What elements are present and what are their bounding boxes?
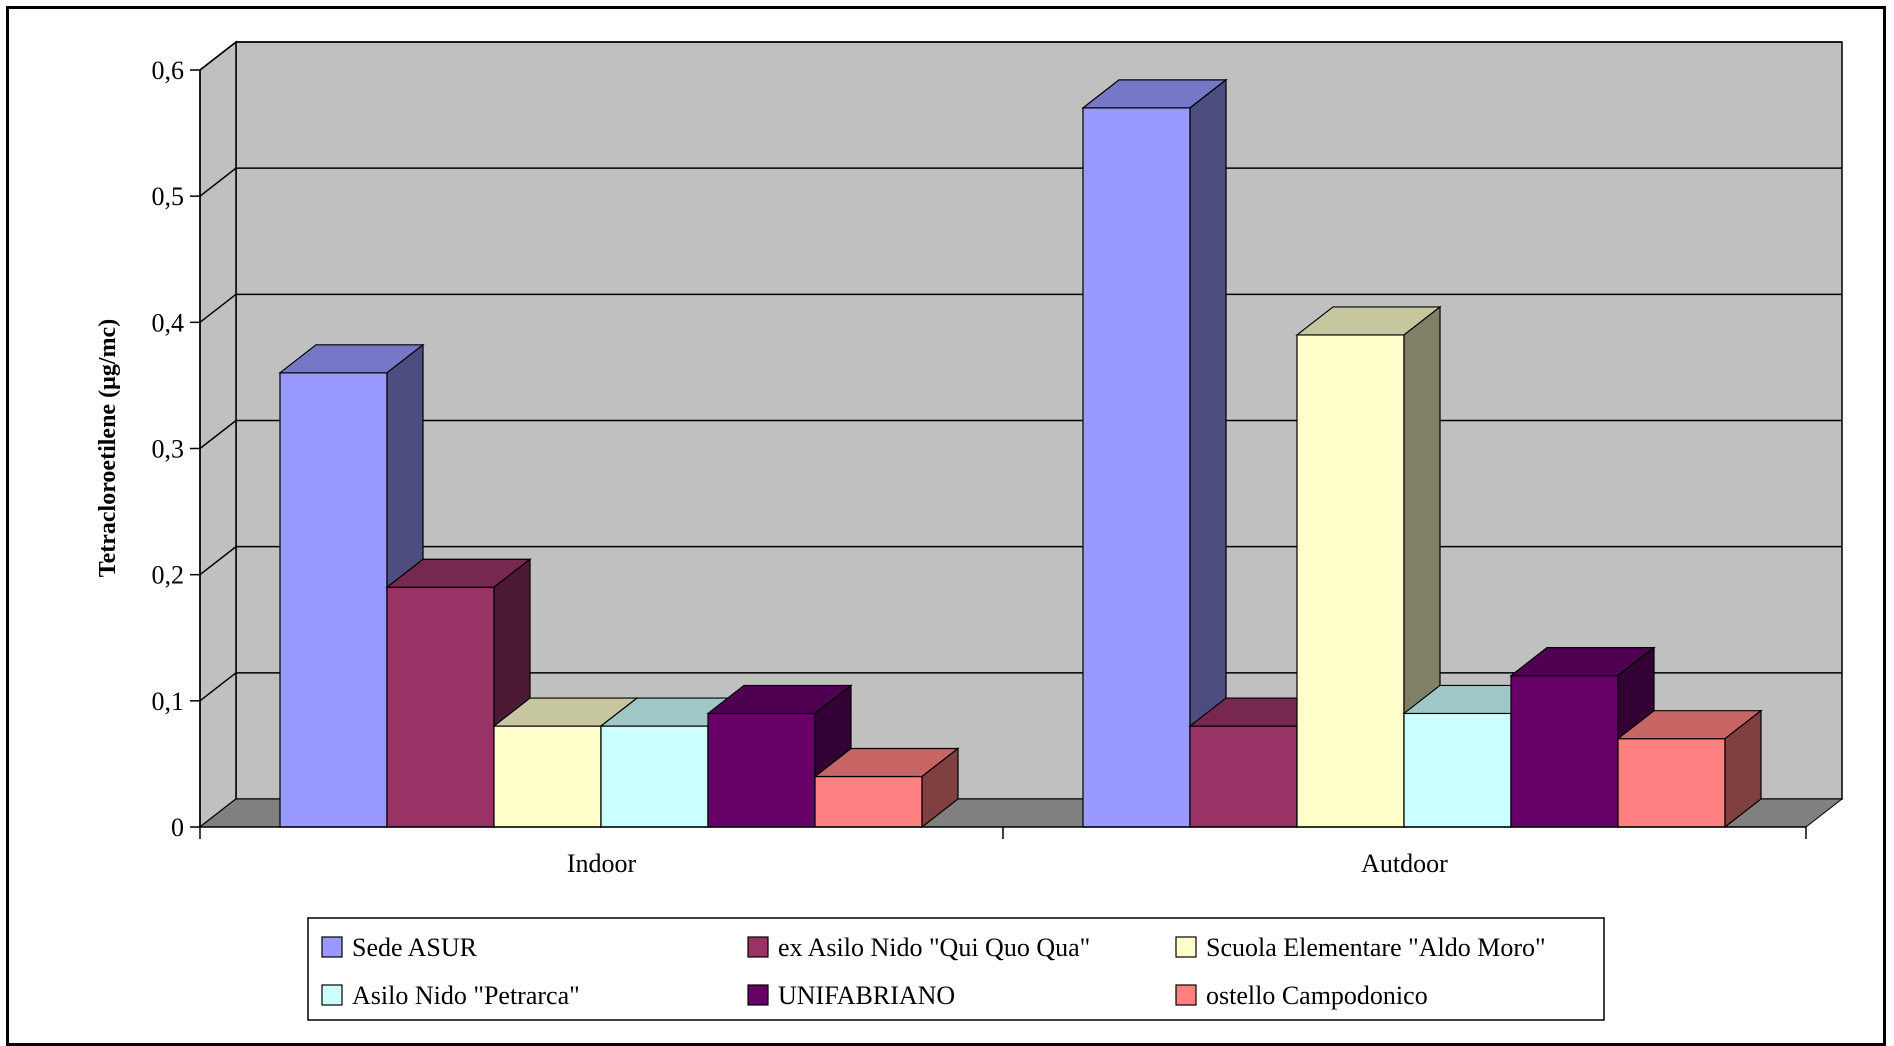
y-tick-label: 0,5 bbox=[152, 182, 185, 211]
bar-front bbox=[1617, 738, 1726, 828]
legend-item: ostello Campodonico bbox=[1206, 981, 1428, 1010]
y-tick-label: 0,3 bbox=[152, 435, 185, 464]
y-tick-label: 0,6 bbox=[152, 56, 185, 85]
bar-front bbox=[493, 725, 602, 828]
bar-front bbox=[600, 725, 709, 828]
y-tick-label: 0,4 bbox=[152, 308, 185, 337]
gridline bbox=[199, 293, 1842, 323]
bar-front bbox=[279, 372, 388, 828]
bar bbox=[706, 684, 853, 829]
bar-front bbox=[1403, 712, 1512, 828]
bar-side bbox=[921, 747, 959, 829]
legend: Sede ASUR ex Asilo Nido "Qui Quo Qua" Scuo… bbox=[307, 917, 1605, 1021]
y-axis-label: Tetracloroetilene (µg/mc) bbox=[95, 319, 121, 577]
bar-front bbox=[707, 712, 816, 828]
x-tick-label: Autdoor bbox=[1361, 849, 1448, 878]
x-tick-label: Indoor bbox=[567, 849, 637, 878]
legend-box bbox=[307, 917, 1605, 1021]
legend-swatch bbox=[321, 984, 343, 1006]
axes bbox=[190, 69, 1807, 839]
bar bbox=[1081, 78, 1228, 829]
bar-front bbox=[1189, 725, 1298, 828]
y-tick-label: 0,1 bbox=[152, 687, 185, 716]
legend-swatch bbox=[747, 936, 769, 958]
legend-item: ex Asilo Nido "Qui Quo Qua" bbox=[778, 933, 1090, 962]
legend-swatch bbox=[1175, 984, 1197, 1006]
y-tick-label: 0 bbox=[171, 813, 184, 842]
legend-item: Asilo Nido "Petrarca" bbox=[352, 981, 580, 1010]
legend-item: UNIFABRIANO bbox=[778, 981, 955, 1010]
legend-swatch bbox=[321, 936, 343, 958]
bar-side bbox=[1724, 709, 1762, 829]
legend-swatch bbox=[1175, 936, 1197, 958]
gridline bbox=[199, 167, 1842, 197]
bar bbox=[1295, 305, 1442, 829]
bar-front bbox=[1296, 334, 1405, 828]
bar bbox=[813, 747, 960, 829]
tick-labels: 0 0,1 0,2 0,3 0,4 0,5 0,6 Indoor Autdoor bbox=[152, 56, 1449, 878]
bar-front bbox=[1082, 107, 1191, 828]
legend-item: Sede ASUR bbox=[352, 933, 478, 962]
gridline bbox=[199, 41, 1842, 71]
bar-front bbox=[386, 586, 495, 828]
y-tick-label: 0,2 bbox=[152, 561, 185, 590]
bar-front bbox=[1510, 674, 1619, 828]
legend-swatch bbox=[747, 984, 769, 1006]
bars bbox=[278, 78, 1763, 829]
bar-front bbox=[814, 775, 923, 828]
legend-item: Scuola Elementare "Aldo Moro" bbox=[1206, 933, 1546, 962]
bar bbox=[1616, 709, 1763, 829]
